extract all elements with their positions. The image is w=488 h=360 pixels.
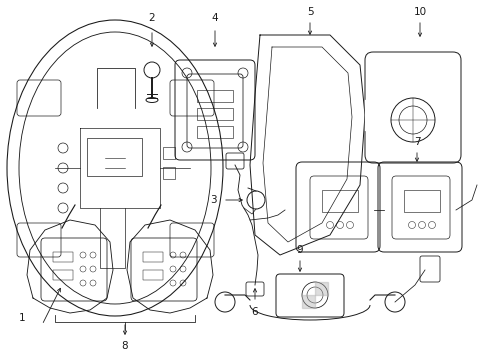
Polygon shape	[302, 295, 314, 308]
Bar	[142, 270, 163, 280]
Text: 8: 8	[122, 341, 128, 351]
Text: 10: 10	[412, 7, 426, 17]
Bar	[142, 252, 163, 262]
Text: 2: 2	[148, 13, 155, 23]
Bar	[197, 108, 232, 120]
Bar	[87, 138, 142, 176]
Polygon shape	[314, 282, 327, 295]
Bar	[53, 252, 73, 262]
Text: 5: 5	[306, 7, 313, 17]
Bar	[321, 190, 357, 212]
Text: 1: 1	[19, 313, 25, 323]
Bar	[197, 90, 232, 102]
Bar	[163, 147, 175, 159]
Bar	[403, 190, 439, 212]
Text: 4: 4	[211, 13, 218, 23]
Bar	[197, 126, 232, 138]
Text: 3: 3	[209, 195, 216, 205]
Text: 7: 7	[413, 137, 420, 147]
Text: 9: 9	[296, 245, 303, 255]
Bar	[163, 167, 175, 179]
Bar	[53, 270, 73, 280]
Text: 6: 6	[251, 307, 258, 317]
